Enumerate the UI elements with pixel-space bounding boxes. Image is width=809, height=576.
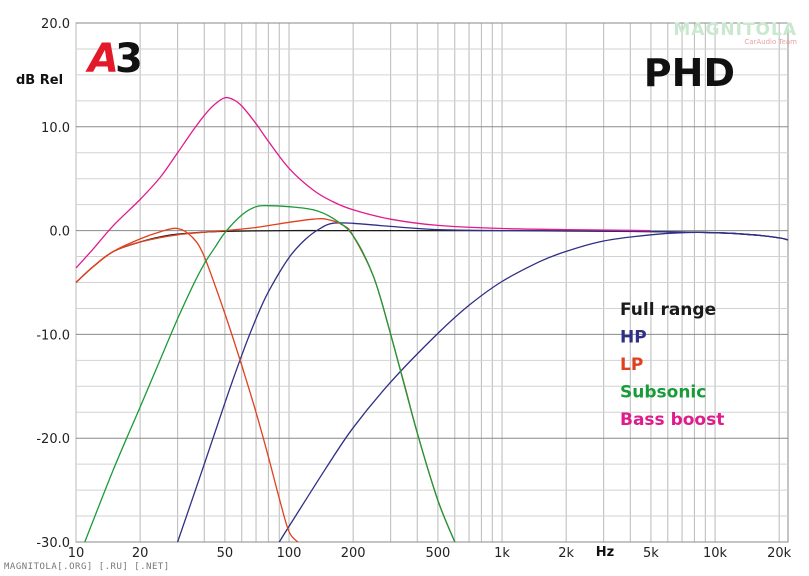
curves [75,96,789,543]
legend-item-hp: HP [620,328,647,348]
y-tick-label: 0.0 [49,225,70,240]
y-tick-label: -30.0 [36,536,70,551]
a3-badge: A 3 [85,36,143,82]
y-tick-label: -10.0 [36,328,70,343]
x-tick-label: 200 [341,546,366,561]
x-axis-unit: Hz [596,545,614,560]
legend-item-bass-boost: Bass boost [620,410,724,430]
x-tick-label: 2k [558,546,574,561]
corner-logo: MAGNITOLA CarAudio Team [673,20,797,46]
series-line-bass-boost [75,96,651,269]
x-tick-label: 100 [277,546,302,561]
y-axis-label: dB Rel [16,73,63,88]
x-tick-label: 20 [132,546,149,561]
legend-item-full-range: Full range [620,300,716,320]
badge-letter: A [85,36,119,82]
corner-logo-sub: CarAudio Team [744,38,797,46]
legend: Full range HP LP Subsonic Bass boost [620,300,724,430]
grid [75,22,789,543]
series-line-subsonic [84,204,456,543]
x-tick-label: 10k [703,546,728,561]
watermark: MAGNITOLA[.ORG] [.RU] [.NET] [4,562,170,572]
y-tick-label: 20.0 [41,17,70,32]
x-tick-label: 20k [767,546,792,561]
badge-digit: 3 [115,36,143,82]
series-line-hp [278,231,789,543]
x-tick-label: 5k [643,546,659,561]
x-tick-label: 500 [425,546,450,561]
x-tick-label: 50 [217,546,234,561]
corner-logo-name: MAGNITOLA [673,20,797,40]
x-tick-label: 10 [68,546,85,561]
y-tick-label: -20.0 [36,432,70,447]
x-tick-label: 1k [494,546,510,561]
chart-title: PHD [644,51,735,95]
y-tick-label: 10.0 [41,121,70,136]
legend-item-lp: LP [620,355,643,375]
axis-tick-labels: 20.0 10.0 0.0 -10.0 -20.0 -30.010 20 50 100 200 50… [36,17,791,561]
legend-item-subsonic: Subsonic [620,383,706,403]
